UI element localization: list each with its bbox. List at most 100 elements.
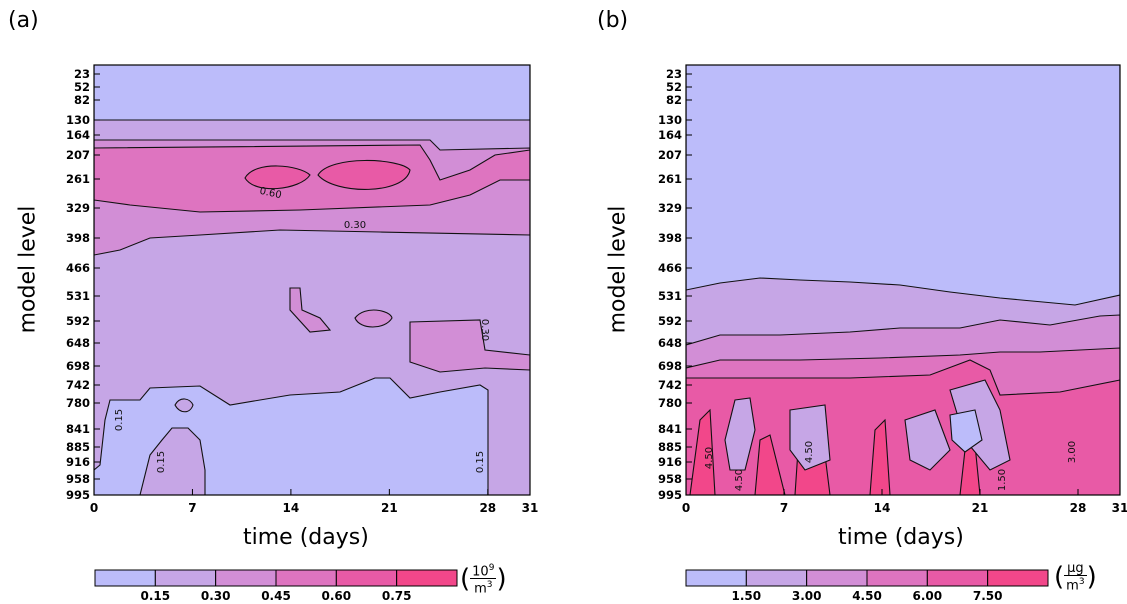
- colorbar-swatch: [866, 569, 928, 587]
- y-tick-label: 995: [658, 488, 682, 502]
- contour-region: [724, 379, 1011, 471]
- contour-label: 0.15: [475, 451, 486, 473]
- y-tick-label: 648: [66, 336, 90, 350]
- x-tick-label: 21: [972, 501, 989, 515]
- y-tick-label: 916: [66, 455, 90, 469]
- y-tick-label: 164: [66, 128, 90, 142]
- contour-label: 0.30: [479, 319, 490, 341]
- colorbar-swatch: [215, 569, 277, 587]
- y-tick-label: 207: [66, 148, 90, 162]
- y-tick-label: 130: [658, 113, 682, 127]
- y-tick-label: 261: [658, 172, 682, 186]
- y-tick-label: 885: [658, 440, 682, 454]
- y-tick-label: 592: [658, 314, 682, 328]
- contour-region: [686, 65, 1120, 306]
- contour-fills: [686, 65, 1120, 495]
- contour-region: [949, 409, 983, 453]
- contour-label: 0.15: [114, 409, 125, 431]
- x-tick-label: 7: [780, 501, 788, 515]
- y-tick-label: 164: [658, 128, 682, 142]
- colorbar-unit-a: (109 m3): [460, 563, 507, 597]
- y-tick-label: 531: [658, 289, 682, 303]
- colorbar-level-label: 1.50: [732, 589, 762, 603]
- colorbar-swatch: [275, 569, 337, 587]
- y-tick-label: 648: [658, 336, 682, 350]
- colorbar-level-label: 0.45: [261, 589, 291, 603]
- y-tick-label: 742: [658, 378, 682, 392]
- y-tick-label: 995: [66, 488, 90, 502]
- contour-region: [244, 159, 411, 190]
- y-tick-label: 398: [658, 231, 682, 245]
- y-tick-label: 916: [658, 455, 682, 469]
- contour-label: 0.30: [344, 220, 366, 231]
- y-tick-label: 398: [66, 231, 90, 245]
- contour-label: 4.50: [704, 447, 715, 469]
- colorbar-swatch: [745, 569, 808, 587]
- colorbar-swatch: [987, 569, 1049, 587]
- colorbar-level-label: 0.30: [201, 589, 231, 603]
- y-tick-label: 82: [666, 93, 682, 107]
- x-tick-label: 14: [874, 501, 891, 515]
- y-tick-label: 52: [74, 80, 90, 94]
- y-tick-label: 466: [66, 261, 90, 275]
- y-tick-label: 742: [66, 378, 90, 392]
- colorbar-level-label: 0.60: [322, 589, 352, 603]
- y-tick-label: 531: [66, 289, 90, 303]
- colorbar-unit-b: (μg m3): [1054, 561, 1097, 594]
- plot-frame: [685, 64, 1121, 496]
- contour-region: [409, 319, 530, 373]
- y-tick-label: 841: [658, 422, 682, 436]
- y-tick-label: 958: [66, 472, 90, 486]
- colorbar-level-label: 0.75: [382, 589, 412, 603]
- y-tick-label: 841: [66, 422, 90, 436]
- contour-region: [289, 287, 393, 333]
- contour-label: 0.15: [156, 451, 167, 473]
- x-tick-label: 0: [682, 501, 690, 515]
- colorbar-level-label: 0.15: [141, 589, 171, 603]
- contour-region: [94, 144, 530, 213]
- contour-region: [139, 427, 206, 495]
- colorbar-swatch: [396, 569, 458, 587]
- contour-fills: [94, 65, 530, 495]
- contour-label: 3.00: [1067, 441, 1078, 463]
- colorbar-swatch: [926, 569, 989, 587]
- y-tick-label: 207: [658, 148, 682, 162]
- y-tick-label: 52: [666, 80, 682, 94]
- y-tick-label: 23: [74, 67, 90, 81]
- x-tick-label: 0: [90, 501, 98, 515]
- contour-region: [689, 408, 981, 495]
- y-tick-label: 780: [658, 396, 682, 410]
- y-tick-label: 958: [658, 472, 682, 486]
- contour-label: 4.50: [804, 441, 815, 463]
- panel-label-a: (a): [8, 8, 39, 33]
- y-tick-label: 698: [66, 359, 90, 373]
- x-tick-label: 14: [283, 501, 300, 515]
- y-tick-label: 780: [66, 396, 90, 410]
- plot-frame: [93, 64, 531, 496]
- contour-region: [686, 359, 1120, 495]
- colorbar-swatch: [806, 569, 868, 587]
- colorbar-level-label: 4.50: [852, 589, 882, 603]
- x-tick-label: 28: [1070, 501, 1087, 515]
- x-axis-label-a: time (days): [243, 525, 369, 550]
- y-tick-label: 329: [658, 201, 682, 215]
- contour-label: 0.60: [258, 186, 282, 201]
- y-tick-label: 592: [66, 314, 90, 328]
- colorbar-swatch: [94, 569, 156, 587]
- y-tick-label: 885: [66, 440, 90, 454]
- y-tick-label: 466: [658, 261, 682, 275]
- colorbar-level-label: 6.00: [913, 589, 943, 603]
- panel-label-b: (b): [597, 8, 629, 33]
- contour-label: 1.50: [997, 469, 1008, 491]
- colorbar-swatch: [335, 569, 398, 587]
- y-tick-label: 23: [666, 67, 682, 81]
- contour-region: [174, 398, 194, 413]
- y-axis-label-a: model level: [15, 205, 41, 334]
- x-tick-label: 31: [1112, 501, 1127, 515]
- colorbar-swatch: [154, 569, 217, 587]
- x-tick-label: 7: [188, 501, 196, 515]
- y-tick-label: 130: [66, 113, 90, 127]
